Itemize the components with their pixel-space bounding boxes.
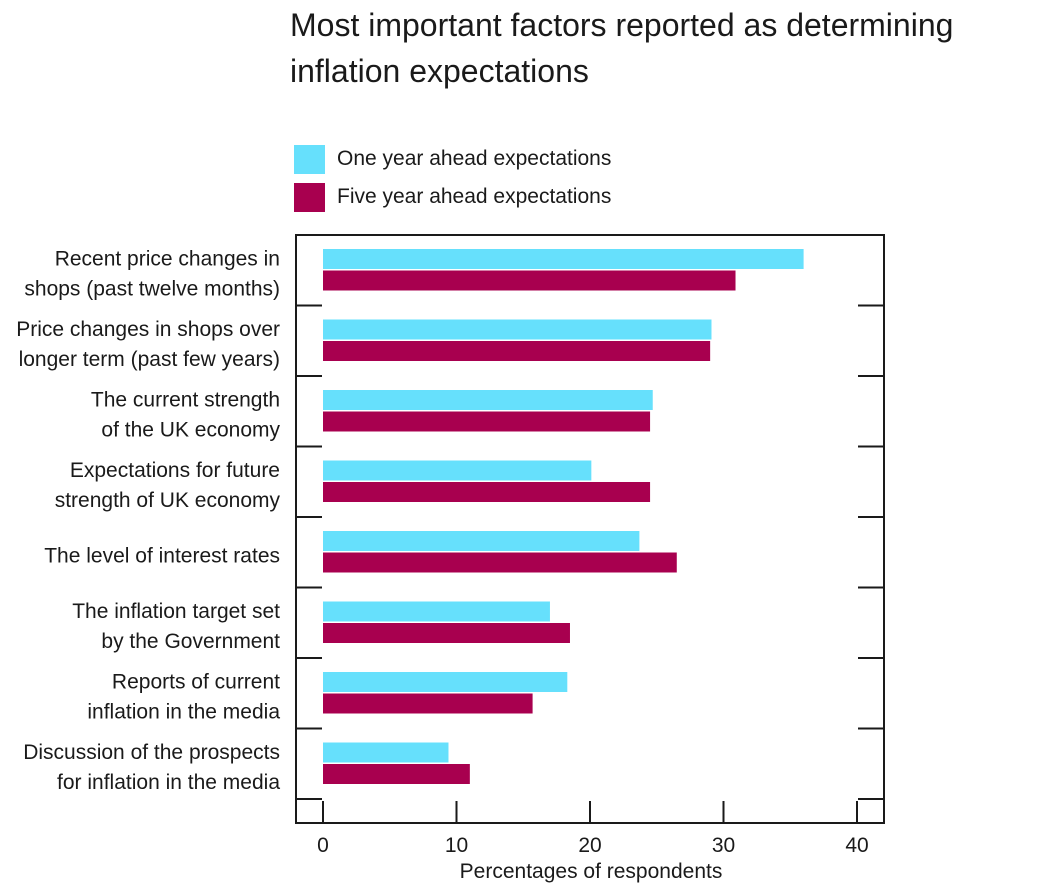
category-label: Price changes in shops over (16, 318, 280, 341)
category-label: of the UK economy (101, 418, 280, 441)
bar-five-year (323, 482, 651, 502)
category-label: The level of interest rates (44, 544, 280, 567)
bar-five-year (323, 623, 570, 643)
category-label: Recent price changes in (55, 247, 280, 270)
x-tick-label: 20 (578, 834, 601, 857)
category-label: for inflation in the media (57, 771, 280, 794)
bar-five-year (323, 411, 651, 432)
bar-one-year (323, 601, 550, 622)
category-label: inflation in the media (87, 700, 280, 723)
bar-one-year (323, 249, 804, 269)
category-label: The inflation target set (72, 600, 280, 623)
category-label: strength of UK economy (55, 489, 281, 512)
bar-one-year (323, 460, 592, 481)
x-tick-label: 10 (445, 834, 468, 857)
x-axis-title: Percentages of respondents (460, 860, 723, 883)
legend-label-five-year: Five year ahead expectations (337, 185, 612, 208)
legend: One year ahead expectations Five year ah… (294, 140, 611, 216)
bar-one-year (323, 742, 449, 763)
bar-one-year (323, 319, 712, 340)
bar-one-year (323, 672, 568, 692)
category-label: Discussion of the prospects (23, 741, 280, 764)
x-tick-label: 0 (317, 834, 329, 857)
bar-one-year (323, 531, 640, 551)
x-tick-label: 30 (712, 834, 735, 857)
bar-five-year (323, 341, 711, 361)
bar-five-year (323, 270, 736, 291)
legend-item-one-year: One year ahead expectations (294, 140, 611, 178)
chart-title: Most important factors reported as deter… (290, 7, 954, 89)
legend-swatch-one-year (294, 144, 325, 174)
bar-five-year (323, 764, 470, 784)
category-label: The current strength (91, 388, 280, 411)
bar-one-year (323, 390, 653, 410)
category-label: Reports of current (112, 670, 280, 693)
legend-item-five-year: Five year ahead expectations (294, 178, 611, 216)
bar-five-year (323, 693, 533, 714)
category-label: Expectations for future (70, 459, 280, 482)
legend-swatch-five-year (294, 182, 325, 212)
category-label: longer term (past few years) (19, 348, 280, 371)
x-tick-label: 40 (845, 834, 868, 857)
category-label: by the Government (101, 630, 280, 653)
category-label: shops (past twelve months) (24, 277, 280, 300)
bar-five-year (323, 552, 677, 573)
legend-label-one-year: One year ahead expectations (337, 147, 612, 170)
